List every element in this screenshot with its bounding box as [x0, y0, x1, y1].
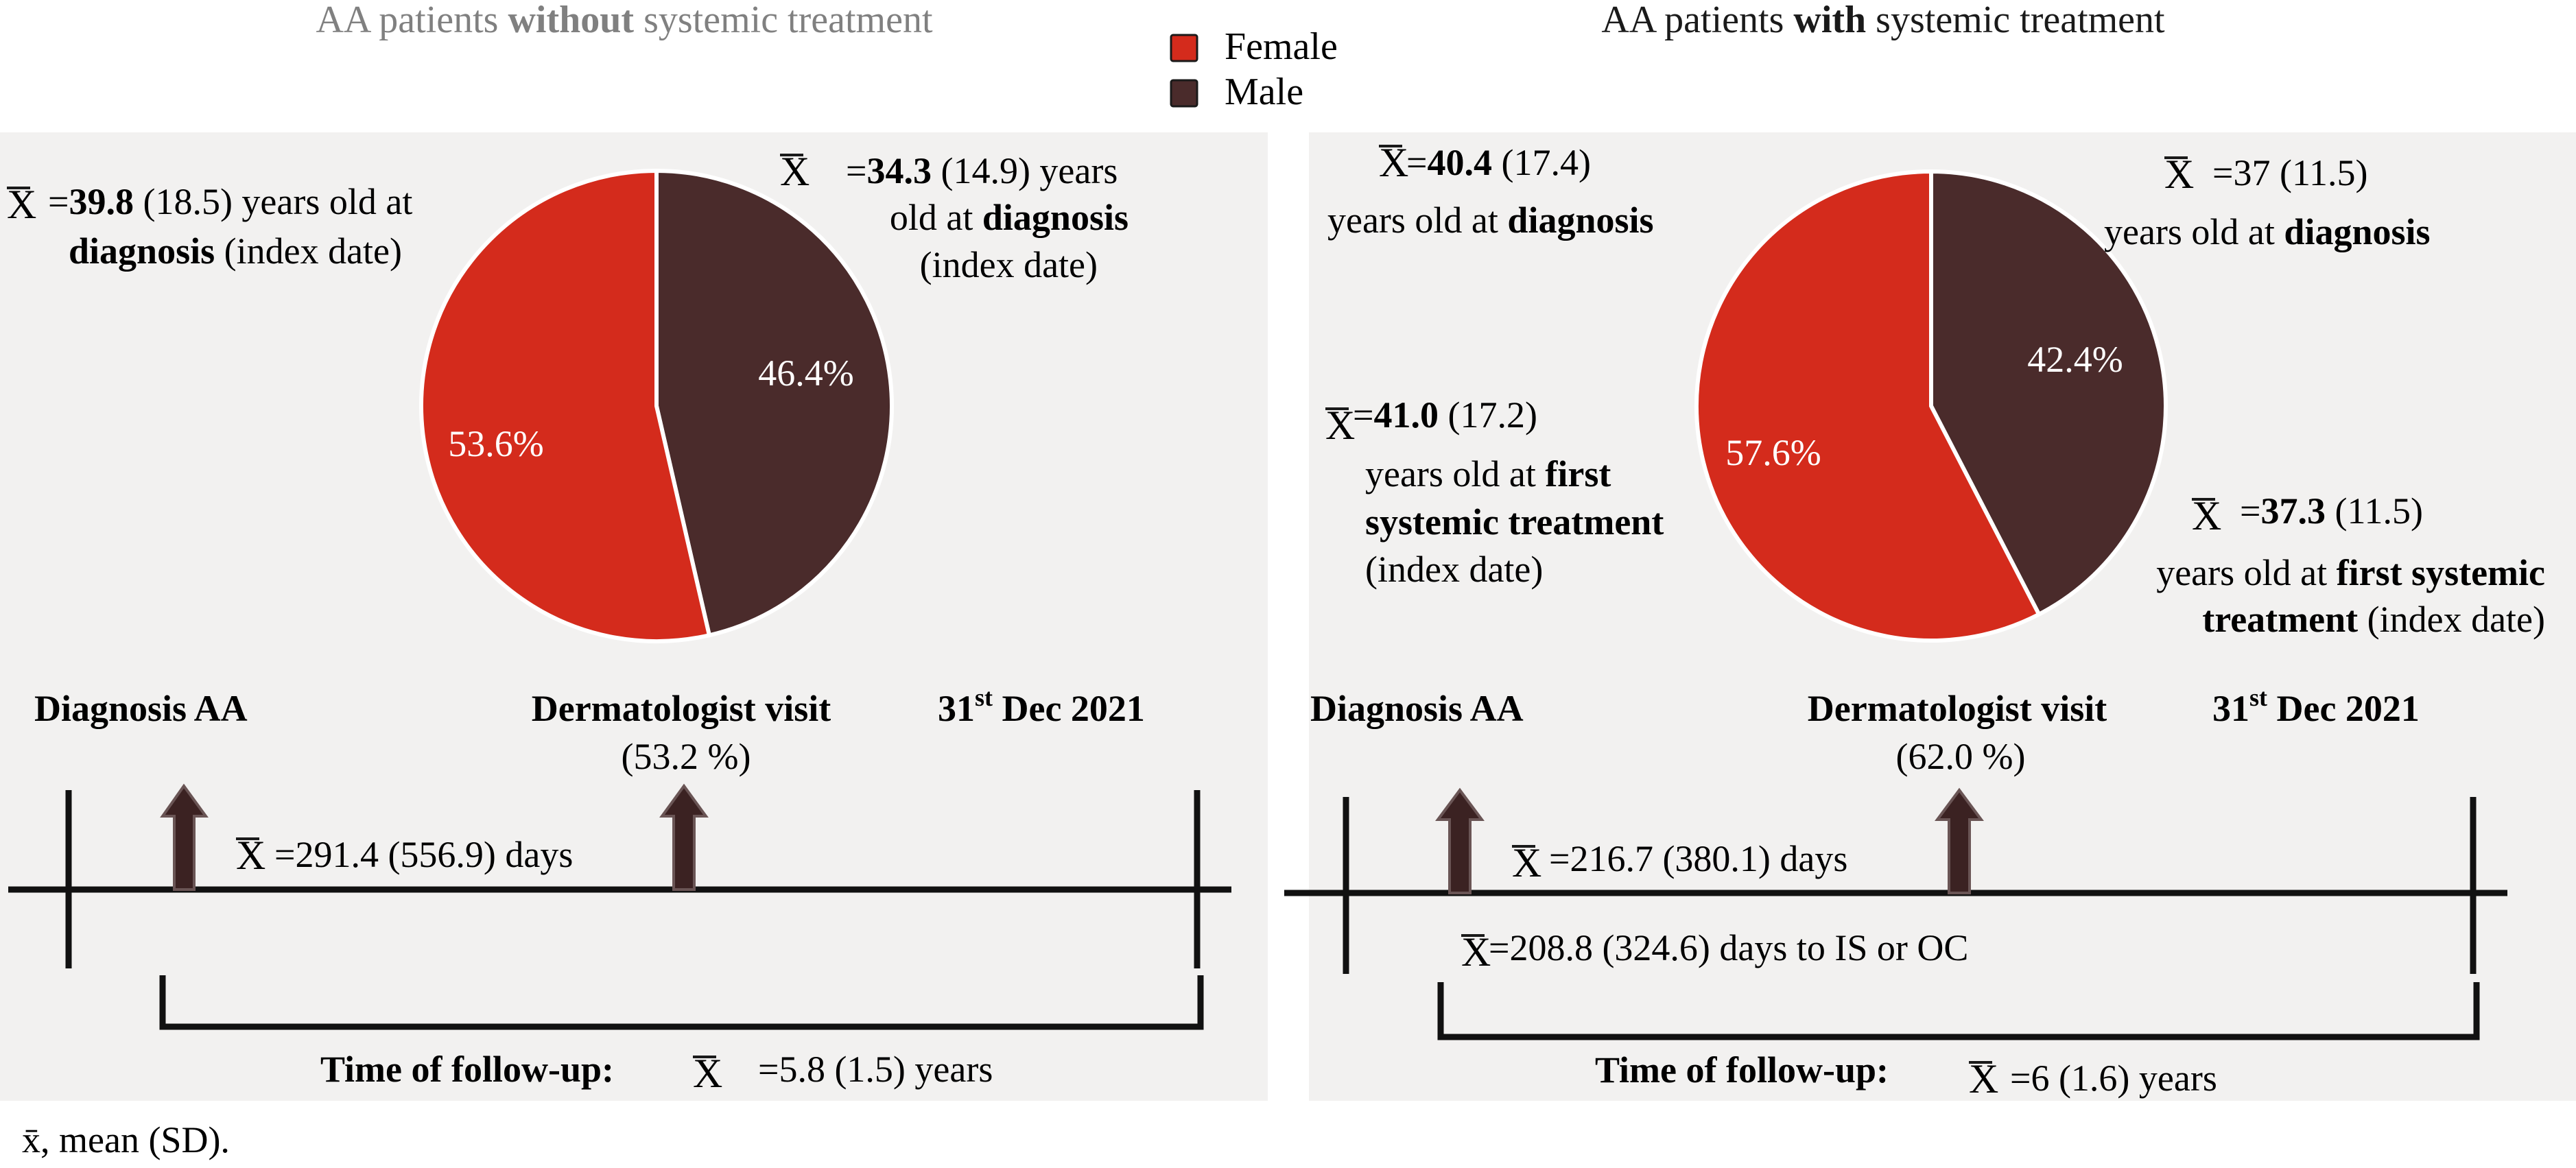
svg-text:years old at first: years old at first — [1365, 453, 1611, 494]
svg-text:treatment (index date): treatment (index date) — [2202, 599, 2545, 640]
right-pie-female-slice — [1694, 169, 2042, 643]
right-followup-bracket — [1437, 982, 2480, 1040]
right-followup-value: =6 (1.6) years — [2010, 1058, 2217, 1099]
right-male-diagnosis-annotation: =37 (11.5) years old at diagnosis — [2104, 150, 2431, 252]
svg-text:=34.3 (14.9) years: =34.3 (14.9) years — [846, 150, 1118, 191]
mean-symbol — [779, 147, 812, 195]
left-timeline: Diagnosis AA Dermatologist visit (53.2 %… — [8, 684, 1231, 1097]
mean-symbol — [5, 180, 38, 228]
legend: Female Male — [1170, 25, 1338, 113]
left-pie-female-slice — [418, 168, 712, 643]
left-dermatologist-pct: (53.2 %) — [622, 736, 751, 777]
right-dermatologist-arrow — [1935, 787, 1984, 894]
left-followup-value: =5.8 (1.5) years — [758, 1049, 993, 1090]
right-male-first-treatment-annotation: =37.3 (11.5) years old at first systemic… — [2156, 490, 2545, 640]
svg-text:=41.0 (17.2): =41.0 (17.2) — [1353, 394, 1537, 436]
svg-text:systemic treatment: systemic treatment — [1365, 501, 1664, 543]
svg-text:=37 (11.5): =37 (11.5) — [2212, 152, 2367, 193]
left-diagnosis-label: Diagnosis AA — [34, 688, 248, 729]
svg-text:=40.4 (17.4): =40.4 (17.4) — [1406, 142, 1591, 183]
left-pie: 46.4% 53.6% — [418, 168, 894, 643]
left-female-age-annotation: =39.8 (18.5) years old at diagnosis (ind… — [5, 180, 412, 272]
right-title: AA patients with systemic treatment — [1601, 0, 2165, 41]
mean-symbol — [2190, 492, 2223, 540]
svg-text:=39.8 (18.5) years old at: =39.8 (18.5) years old at — [48, 181, 412, 222]
right-pie: 42.4% 57.6% — [1694, 169, 2168, 643]
svg-text:years old at first systemic: years old at first systemic — [2156, 552, 2545, 593]
svg-text:(index date): (index date) — [1365, 549, 1543, 590]
svg-text:=37.3 (11.5): =37.3 (11.5) — [2240, 490, 2423, 532]
right-end-date: 31st Dec 2021 — [2212, 684, 2420, 729]
left-pie-male-slice — [654, 168, 894, 638]
left-dermatologist-label: Dermatologist visit — [532, 688, 831, 729]
left-dermatologist-arrow — [659, 783, 709, 891]
mean-symbol — [1460, 928, 1493, 976]
mean-symbol — [692, 1049, 724, 1097]
legend-male-label: Male — [1225, 71, 1303, 113]
left-pie-male-label: 46.4% — [758, 353, 853, 394]
mean-symbol — [235, 831, 268, 879]
legend-female-swatch — [1170, 34, 1198, 62]
left-followup-label: Time of follow-up: — [320, 1049, 614, 1090]
mean-symbol — [1378, 139, 1410, 187]
right-dermatologist-label: Dermatologist visit — [1808, 688, 2107, 729]
svg-text:old at diagnosis: old at diagnosis — [890, 197, 1129, 238]
right-dermatologist-pct: (62.0 %) — [1896, 736, 2026, 777]
mean-symbol — [1511, 839, 1544, 887]
left-end-date: 31st Dec 2021 — [938, 684, 1145, 729]
right-interval-is-oc-text: =208.8 (324.6) days to IS or OC — [1489, 927, 1968, 968]
left-pie-female-label: 53.6% — [448, 423, 543, 464]
legend-female-label: Female — [1225, 25, 1338, 68]
footnote: x̄, mean (SD). — [22, 1119, 230, 1160]
mean-symbol — [2163, 150, 2196, 198]
left-interval-text: =291.4 (556.9) days — [274, 834, 573, 875]
svg-text:years old at diagnosis: years old at diagnosis — [1327, 200, 1654, 241]
right-pie-male-label: 42.4% — [2027, 339, 2123, 380]
left-title: AA patients without systemic treatment — [316, 0, 933, 41]
right-pie-male-slice — [1929, 169, 2168, 617]
left-diagnosis-arrow — [160, 783, 209, 891]
right-timeline: Diagnosis AA Dermatologist visit (62.0 %… — [1284, 684, 2507, 1103]
legend-male-swatch — [1170, 79, 1198, 108]
mean-symbol — [1324, 401, 1357, 449]
mean-symbol — [1968, 1055, 2000, 1103]
right-diagnosis-label: Diagnosis AA — [1310, 688, 1524, 729]
left-male-age-annotation: =34.3 (14.9) years old at diagnosis (ind… — [779, 147, 1129, 285]
svg-text:diagnosis (index date): diagnosis (index date) — [69, 230, 402, 272]
right-pie-female-label: 57.6% — [1725, 432, 1821, 473]
left-followup-bracket — [159, 975, 1204, 1030]
svg-text:years old at diagnosis: years old at diagnosis — [2104, 211, 2431, 252]
svg-text:(index date): (index date) — [920, 244, 1098, 285]
right-female-diagnosis-annotation: =40.4 (17.4) years old at diagnosis — [1327, 139, 1654, 241]
right-followup-label: Time of follow-up: — [1595, 1049, 1889, 1090]
right-interval-text: =216.7 (380.1) days — [1549, 838, 1847, 879]
right-diagnosis-arrow — [1435, 787, 1485, 894]
right-female-first-treatment-annotation: =41.0 (17.2) years old at first systemic… — [1324, 394, 1664, 590]
